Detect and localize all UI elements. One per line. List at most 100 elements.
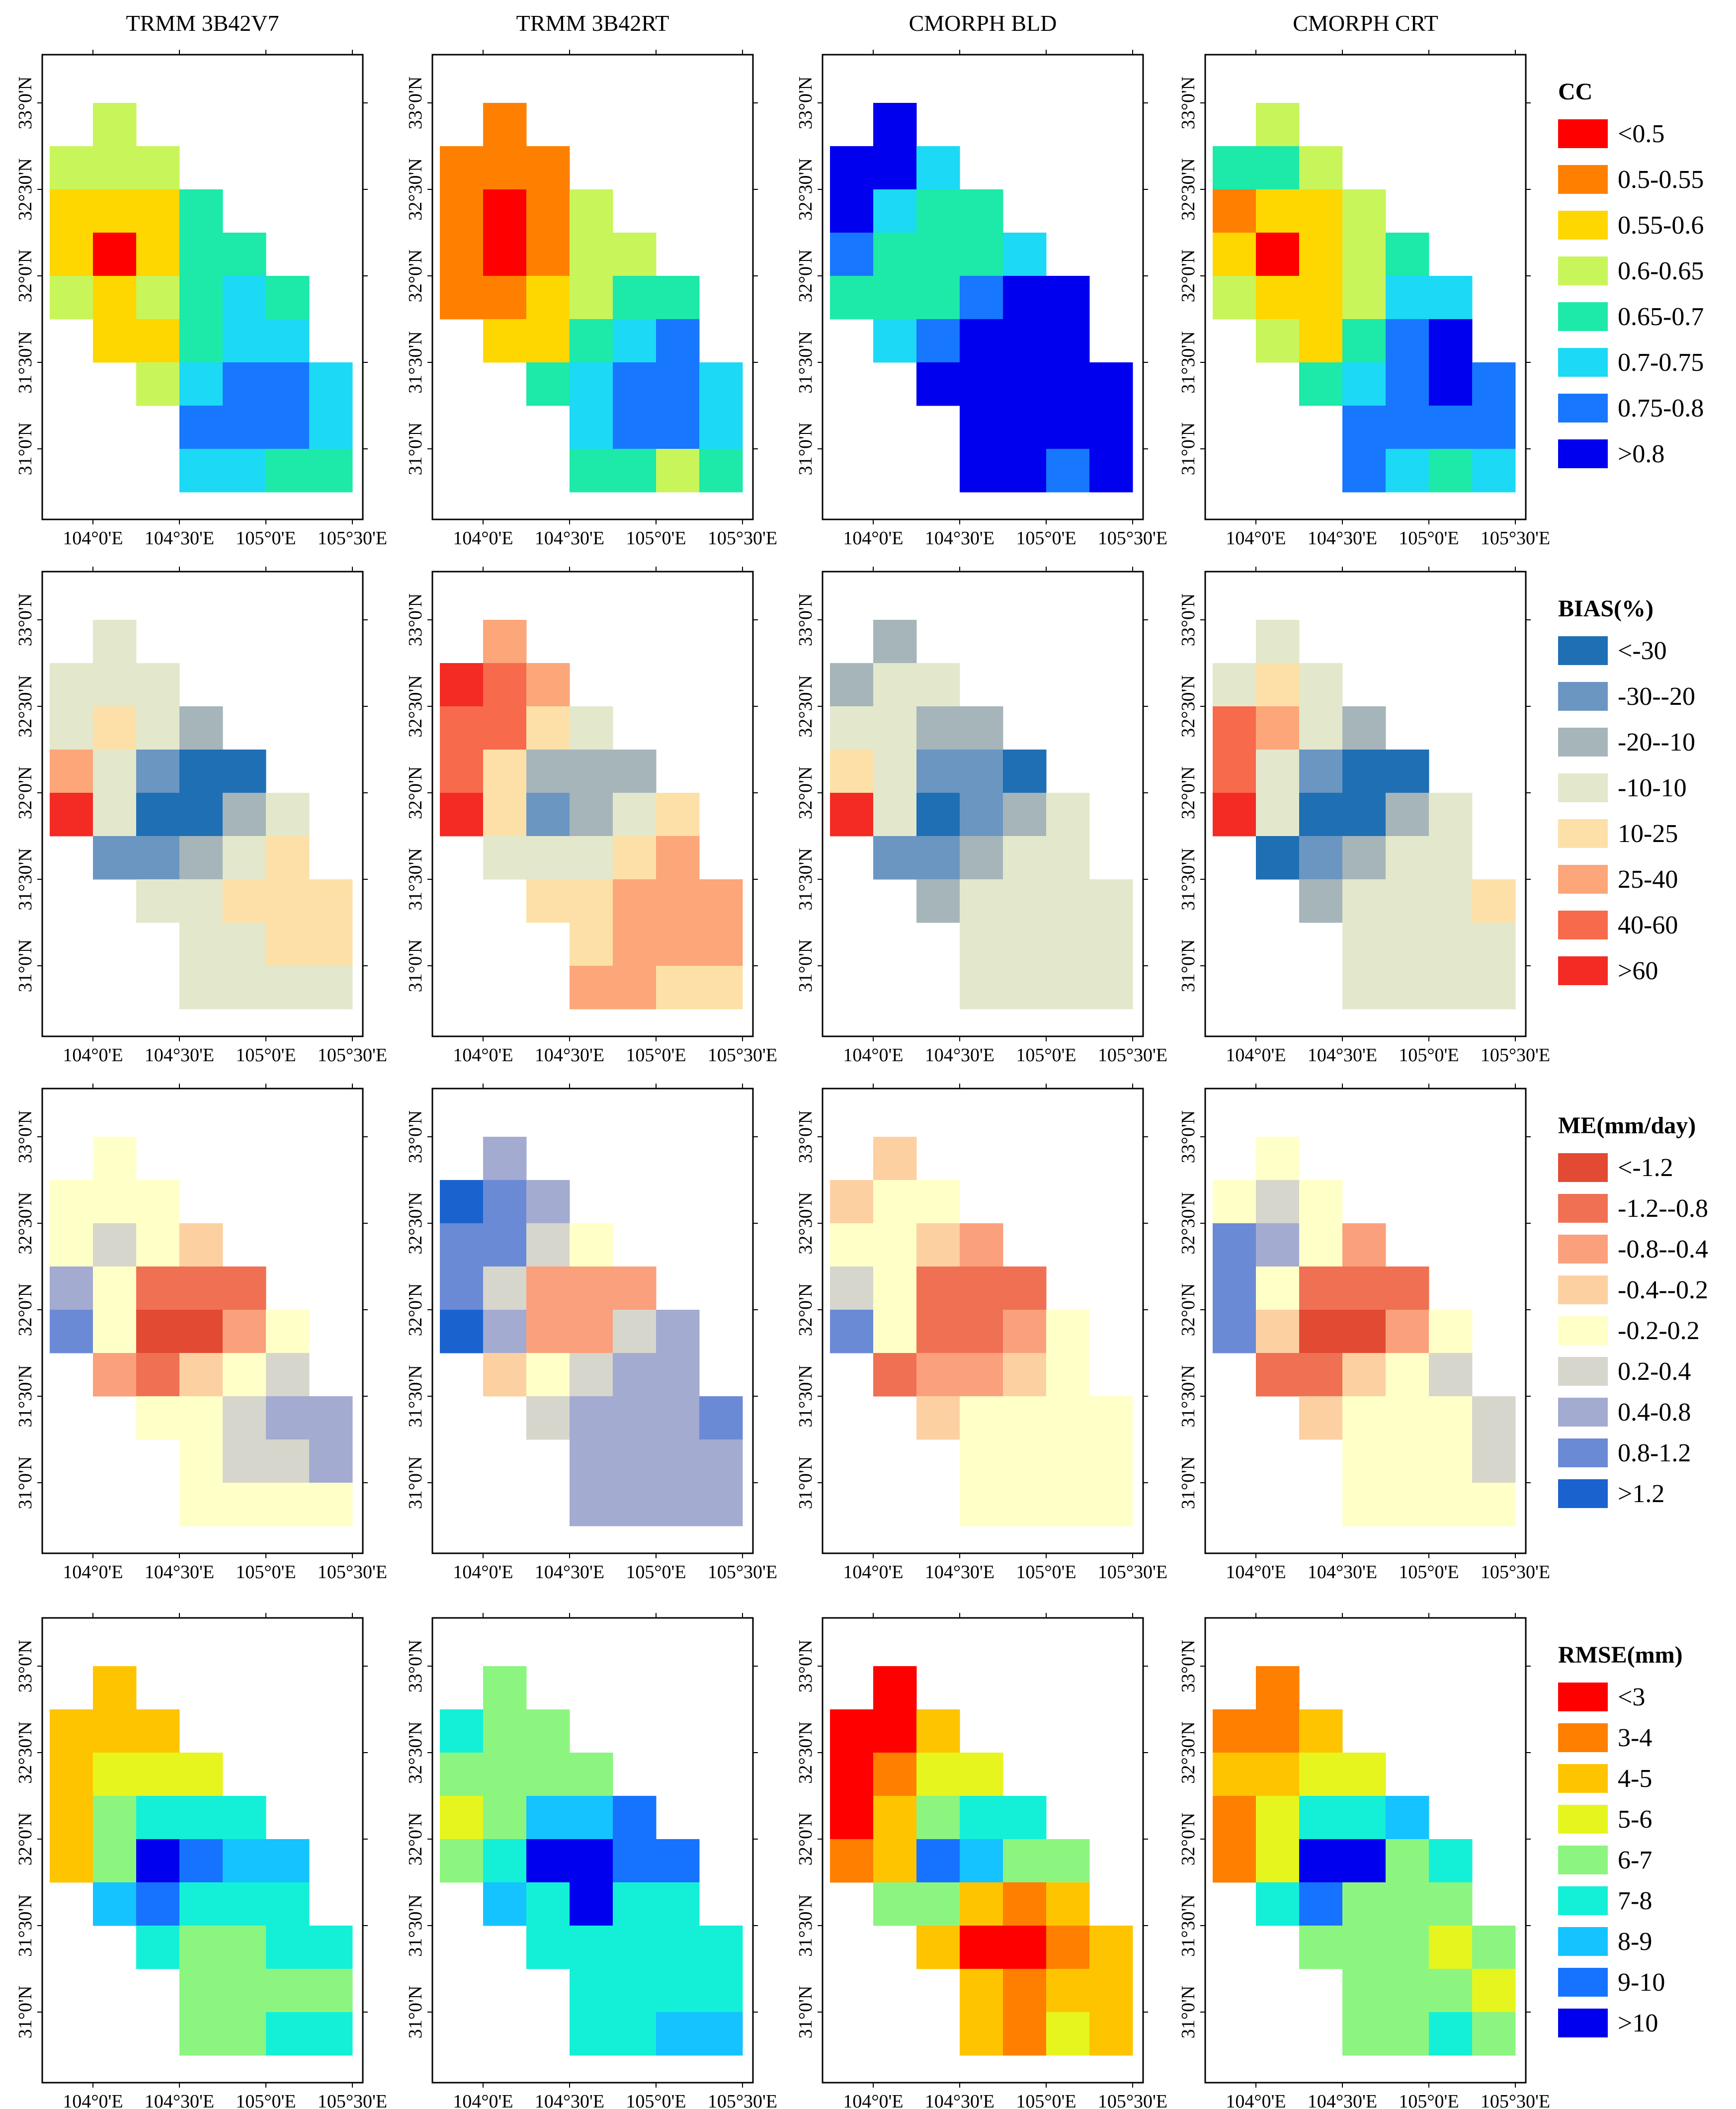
grid-cell <box>830 1753 874 1796</box>
grid-cell <box>1342 836 1386 880</box>
grid-cell <box>483 1180 527 1224</box>
grid-cell <box>266 406 310 449</box>
grid-cell <box>570 1969 613 2013</box>
legend-label: >60 <box>1618 957 1658 985</box>
grid-cell <box>1213 663 1256 707</box>
grid-cell <box>613 750 657 793</box>
grid-cell <box>1046 449 1090 493</box>
grid-cell <box>916 1266 960 1310</box>
grid-cell <box>830 1180 874 1224</box>
grid-cell <box>1046 2012 1090 2056</box>
grid-cell <box>1003 879 1047 923</box>
grid-cell <box>1342 1839 1386 1883</box>
grid-cell <box>223 319 266 363</box>
y-tick-label: 32°30'N <box>795 1192 816 1255</box>
grid-cell <box>50 1839 93 1883</box>
grid-cell <box>179 276 223 320</box>
y-tick-label: 33°0'N <box>1178 1640 1199 1693</box>
x-tick-label: 105°0'E <box>1399 1562 1459 1583</box>
grid-cell <box>136 1266 180 1310</box>
grid-cell <box>50 1223 93 1267</box>
legend-swatch <box>1558 211 1608 240</box>
y-tick-label: 32°0'N <box>795 1283 816 1337</box>
grid-cell <box>960 1926 1003 1969</box>
grid-cell <box>656 1396 700 1440</box>
grid-cell <box>440 1753 484 1796</box>
grid-cell <box>873 319 917 363</box>
grid-cell <box>483 1353 527 1397</box>
grid-cell <box>1003 1926 1047 1969</box>
grid-cell <box>179 1969 223 2013</box>
legend-label: 0.4-0.8 <box>1618 1398 1691 1427</box>
grid-cell <box>136 1796 180 1840</box>
grid-cell <box>1429 1926 1473 1969</box>
grid-cell <box>699 923 743 966</box>
grid-cell <box>960 1223 1003 1267</box>
grid-cell <box>916 1353 960 1397</box>
grid-cell <box>1342 276 1386 320</box>
grid-cell <box>483 1137 527 1181</box>
legend-label: 40-60 <box>1618 911 1678 939</box>
grid-cell <box>656 836 700 880</box>
grid-cell <box>179 879 223 923</box>
grid-cell <box>613 1266 657 1310</box>
grid-cell <box>1003 923 1047 966</box>
y-tick-label: 33°0'N <box>405 1640 426 1693</box>
y-tick-label: 31°30'N <box>795 1894 816 1957</box>
legend-title: CC <box>1558 79 1592 105</box>
grid-cell <box>266 449 310 493</box>
grid-cell <box>223 1882 266 1926</box>
grid-cell <box>223 879 266 923</box>
grid-cell <box>873 146 917 190</box>
legend-swatch <box>1558 911 1608 939</box>
grid-cell <box>1213 1310 1256 1353</box>
grid-cell <box>1089 1396 1133 1440</box>
grid-cell <box>960 276 1003 320</box>
grid-cell <box>483 1839 527 1883</box>
grid-cell <box>873 103 917 147</box>
grid-cell <box>873 1882 917 1926</box>
x-tick-label: 104°30'E <box>925 2091 994 2109</box>
grid-cell <box>1256 1882 1300 1926</box>
grid-cell <box>570 966 613 1010</box>
grid-cell <box>613 1439 657 1483</box>
grid-cell <box>136 1926 180 1969</box>
legend-swatch <box>1558 119 1608 148</box>
grid-cell <box>873 1223 917 1267</box>
y-tick-label: 31°30'N <box>795 848 816 911</box>
grid-cell <box>1046 1396 1090 1440</box>
y-tick-label: 32°0'N <box>15 766 36 820</box>
grid-cell <box>93 663 137 707</box>
legend-label: 9-10 <box>1618 1968 1665 1997</box>
grid-cell <box>309 879 353 923</box>
grid-cell <box>1342 1439 1386 1483</box>
grid-cell <box>223 2012 266 2056</box>
grid-cell <box>1386 1266 1429 1310</box>
legend-label: 0.55-0.6 <box>1618 211 1704 240</box>
grid-cell <box>179 966 223 1010</box>
grid-cell <box>1472 1483 1516 1526</box>
grid-cell <box>1046 879 1090 923</box>
grid-cell <box>699 1483 743 1526</box>
grid-cell <box>483 1266 527 1310</box>
grid-cell <box>570 1353 613 1397</box>
grid-cell <box>1003 362 1047 406</box>
grid-cell <box>613 2012 657 2056</box>
map-panel: 33°0'N 32°30'N 32°0'N 31°30'N 31°0'N 104°0'E 1… <box>1178 50 1550 549</box>
grid-cell <box>656 1310 700 1353</box>
y-tick-label: 31°30'N <box>1178 331 1199 394</box>
y-tick-label: 32°30'N <box>1178 1192 1199 1255</box>
grid-cell <box>960 406 1003 449</box>
grid-cell <box>1342 189 1386 233</box>
legend-label: >0.8 <box>1618 440 1664 468</box>
x-tick-label: 104°0'E <box>843 1562 903 1583</box>
legend-swatch <box>1558 773 1608 802</box>
grid-cell <box>1472 966 1516 1010</box>
grid-cell <box>570 449 613 493</box>
y-tick-label: 31°30'N <box>405 1894 426 1957</box>
grid-cell <box>916 189 960 233</box>
grid-cell <box>613 233 657 276</box>
grid-cell <box>136 879 180 923</box>
grid-cell <box>699 1396 743 1440</box>
legend-label: <0.5 <box>1618 120 1664 148</box>
